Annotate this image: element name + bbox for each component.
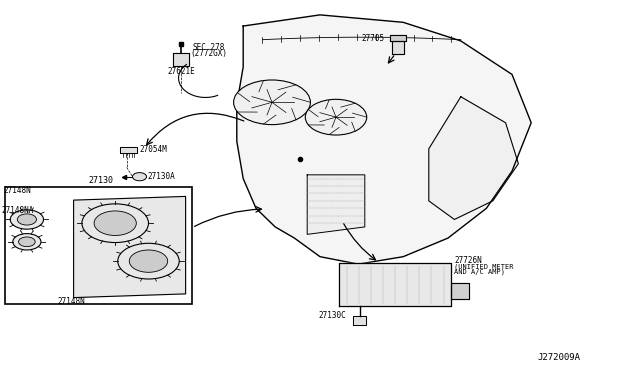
Circle shape xyxy=(10,210,44,229)
Text: (2772GX): (2772GX) xyxy=(190,49,227,58)
Polygon shape xyxy=(307,175,365,234)
Polygon shape xyxy=(120,147,137,153)
Text: 27148NA: 27148NA xyxy=(2,206,35,215)
Text: (UNIFIED METER: (UNIFIED METER xyxy=(454,263,514,270)
Text: 27054M: 27054M xyxy=(140,145,167,154)
Text: 27726N: 27726N xyxy=(454,256,482,265)
Text: 27148N: 27148N xyxy=(58,297,85,306)
Polygon shape xyxy=(339,263,451,306)
Polygon shape xyxy=(429,97,518,219)
Text: 27705: 27705 xyxy=(361,34,384,43)
Polygon shape xyxy=(74,196,186,298)
Text: 27621E: 27621E xyxy=(167,67,195,76)
Polygon shape xyxy=(353,316,366,325)
Text: SEC.278: SEC.278 xyxy=(193,43,225,52)
Circle shape xyxy=(305,99,367,135)
Text: 27130: 27130 xyxy=(88,176,114,185)
Circle shape xyxy=(118,243,179,279)
Polygon shape xyxy=(451,283,469,299)
Circle shape xyxy=(234,80,310,125)
Circle shape xyxy=(132,173,147,181)
Text: AND A/C AMP): AND A/C AMP) xyxy=(454,268,506,275)
Circle shape xyxy=(129,250,168,272)
Polygon shape xyxy=(237,15,531,264)
Text: 27148N: 27148N xyxy=(4,186,31,195)
Circle shape xyxy=(19,237,35,247)
FancyBboxPatch shape xyxy=(5,187,192,304)
Text: J272009A: J272009A xyxy=(538,353,580,362)
Text: 27130A: 27130A xyxy=(148,172,175,181)
Text: 27130C: 27130C xyxy=(319,311,346,320)
Circle shape xyxy=(82,204,148,243)
Circle shape xyxy=(94,211,136,235)
Circle shape xyxy=(13,234,41,250)
Circle shape xyxy=(17,214,36,225)
Polygon shape xyxy=(173,53,189,66)
Polygon shape xyxy=(392,41,404,54)
Polygon shape xyxy=(390,35,406,41)
